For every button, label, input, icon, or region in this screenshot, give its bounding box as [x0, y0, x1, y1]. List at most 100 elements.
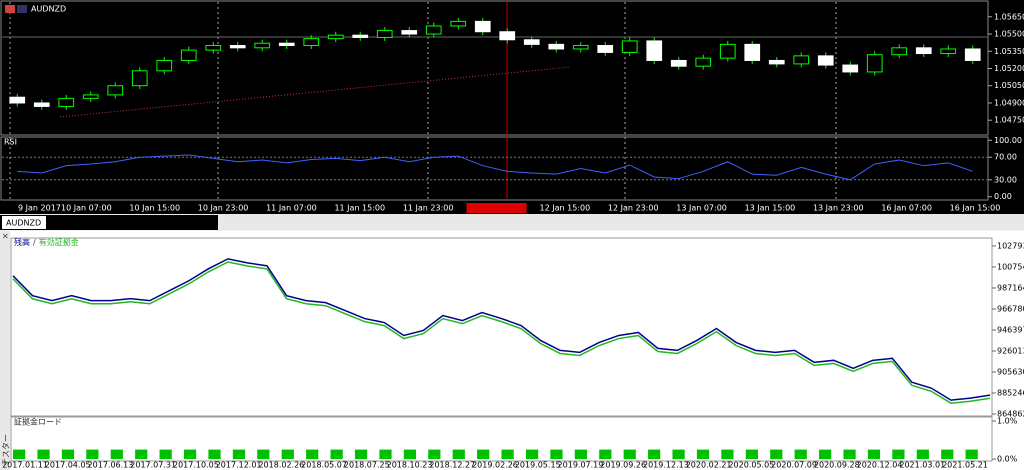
margin-bar: [354, 449, 368, 460]
x-tick-label: 9 Jan 2017: [18, 204, 61, 213]
margin-bar: [941, 449, 954, 460]
candle-body: [131, 70, 148, 87]
y-tick-label: 966780: [997, 304, 1024, 313]
margin-bar: [257, 449, 270, 460]
candle-body: [793, 55, 810, 65]
margin-bar: [916, 449, 929, 460]
x-tick-label: 13 Jan 15:00: [745, 204, 796, 213]
rsi-frame: [0, 136, 989, 201]
margin-bar: [110, 449, 123, 460]
margin-label: 証拠金ロード: [14, 417, 62, 427]
margin-bar: [599, 449, 612, 460]
margin-bar: [330, 449, 343, 460]
equity-frame: [10, 237, 993, 417]
y-tick-label: 100.00: [994, 136, 1022, 145]
tab-active[interactable]: [2, 216, 46, 229]
x-tick-label: 2017.10.05: [173, 461, 219, 470]
y-tick-label: 1.04750: [994, 116, 1024, 125]
legend-entry: 有効証拠金: [39, 237, 79, 247]
margin-bar: [819, 449, 832, 460]
x-tick-label: 2017.12.01: [216, 461, 262, 470]
tester-panel: [0, 231, 1024, 470]
x-tick-label: 2019.02.26: [472, 461, 518, 470]
candle-body: [915, 47, 932, 55]
x-tick-label: 2020.12.04: [857, 461, 903, 470]
y-tick-label: 1007548: [997, 262, 1024, 271]
margin-bar: [721, 449, 734, 460]
y-tick-label: 30.00: [994, 175, 1017, 184]
candle-body: [82, 94, 99, 99]
x-tick-label: 11 Jan 15:00: [334, 204, 385, 213]
close-icon[interactable]: ×: [2, 232, 9, 241]
x-tick-label: 12 Jan 15:00: [540, 204, 591, 213]
candle-body: [474, 20, 491, 33]
margin-bar: [770, 449, 783, 460]
y-tick-label: 946397: [997, 325, 1024, 334]
x-tick-label: 2017.06.13: [88, 461, 134, 470]
margin-bar: [696, 449, 710, 460]
x-tick-label: 10 Jan 15:00: [129, 204, 180, 213]
margin-bar: [86, 449, 99, 460]
x-tick-label: 16 Jan 15:00: [950, 204, 1001, 213]
candle-body: [670, 59, 687, 67]
margin-bar: [159, 449, 172, 460]
candle-body: [597, 45, 614, 53]
flag-icon: [5, 5, 15, 13]
y-tick-label: 0.00: [994, 192, 1012, 201]
x-tick-label: 2019.09.26: [600, 461, 646, 470]
margin-bar: [183, 449, 197, 460]
margin-bar: [61, 449, 75, 460]
margin-bar: [379, 449, 392, 460]
x-tick-label: 2018.12.27: [429, 461, 475, 470]
candle-body: [499, 31, 516, 41]
flag-icon: [17, 5, 27, 13]
candle-body: [278, 42, 295, 47]
x-tick-label: 2018.10.23: [387, 461, 433, 470]
side-label: テスター: [2, 434, 11, 466]
x-tick-label: 2018.02.26: [258, 461, 304, 470]
margin-bar: [306, 449, 319, 460]
x-tick-label: 2017.07.31: [130, 461, 176, 470]
x-tick-label: 2021.03.01: [899, 461, 945, 470]
candle-body: [180, 49, 197, 61]
margin-bar: [477, 449, 490, 460]
x-tick-label: 10 Jan 23:00: [198, 204, 249, 213]
candle-body: [621, 40, 638, 53]
candle-body: [817, 55, 834, 66]
equity-line: [12, 261, 991, 404]
y-tick-label: 1.0%: [997, 417, 1018, 426]
margin-bar: [428, 449, 441, 460]
candle-body: [842, 64, 859, 73]
candle-body: [940, 48, 957, 55]
candle-body: [866, 54, 883, 73]
candle-body: [107, 85, 124, 96]
candle-body: [695, 57, 712, 67]
tab-label[interactable]: AUDNZD: [6, 219, 41, 228]
y-tick-label: 1.05650: [994, 12, 1024, 21]
candle-body: [548, 43, 565, 50]
candle-body: [58, 97, 75, 107]
margin-bar: [13, 449, 26, 460]
legend: 残高 / 有効証拠金: [14, 237, 79, 247]
margin-bar: [867, 449, 881, 460]
y-tick-label: 0.0%: [997, 455, 1018, 464]
margin-bar: [37, 449, 50, 460]
x-tick-label: 2017.01.11: [2, 461, 48, 470]
x-tick-label: 2019.12.13: [643, 461, 689, 470]
margin-bar: [135, 449, 148, 460]
legend-entry: 残高: [14, 237, 30, 247]
margin-bar: [452, 449, 465, 460]
margin-bar: [965, 449, 978, 460]
margin-bar: [672, 449, 685, 460]
rsi-line: [17, 154, 973, 181]
candle-body: [303, 38, 320, 47]
tab[interactable]: [0, 215, 218, 230]
y-tick-label: 1.05200: [994, 64, 1024, 73]
tester-side: [0, 231, 10, 470]
margin-frame: [10, 416, 993, 462]
y-tick-label: 926013: [997, 346, 1024, 355]
y-tick-label: 70.00: [994, 153, 1017, 162]
y-tick-label: 1.05350: [994, 47, 1024, 56]
x-tick-label: 13 Jan 07:00: [676, 204, 727, 213]
